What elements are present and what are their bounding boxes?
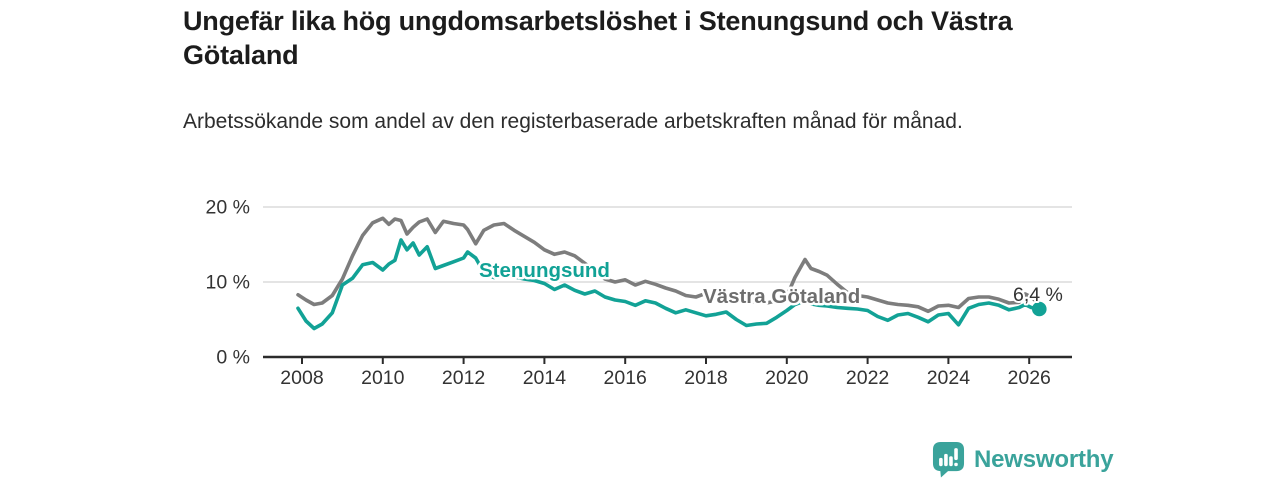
x-tick-label: 2010 [361, 367, 405, 389]
x-tick-label: 2022 [846, 367, 889, 389]
x-tick-label: 2016 [604, 367, 647, 389]
chart-title: Ungefär lika hög ungdomsarbetslöshet i S… [183, 6, 1013, 71]
x-tick-label: 2020 [765, 367, 809, 389]
series-label-stenungsund: Stenungsund [479, 259, 610, 282]
end-value-annotation: 6,4 % [1013, 284, 1063, 306]
brand-name: Newsworthy [974, 445, 1114, 473]
chart-subtitle: Arbetssökande som andel av den registerb… [183, 110, 963, 133]
unemployment-line-chart: 0 % 10 % 20 % 2008 2010 2012 2014 2016 2018 2020 2… [206, 197, 1072, 389]
newsworthy-logo[interactable]: Newsworthy [932, 441, 1114, 478]
y-tick-label: 20 % [206, 197, 250, 219]
end-value-dot [1032, 301, 1047, 317]
x-tick-label: 2012 [442, 367, 485, 389]
series-line-stenungsund [296, 238, 1042, 331]
series-label-vastra-gotaland: Västra Götaland [703, 285, 860, 308]
y-tick-label: 10 % [206, 272, 250, 294]
y-tick-label: 0 % [216, 347, 250, 369]
x-tick-label: 2014 [523, 367, 567, 389]
x-tick-label: 2008 [280, 367, 323, 389]
x-tick-label: 2026 [1008, 367, 1051, 389]
x-tick-label: 2024 [927, 367, 971, 389]
x-tick-label: 2018 [684, 367, 727, 389]
series-line-vastra-gotaland [296, 216, 1042, 314]
bar-chart-pin-icon [932, 442, 965, 478]
